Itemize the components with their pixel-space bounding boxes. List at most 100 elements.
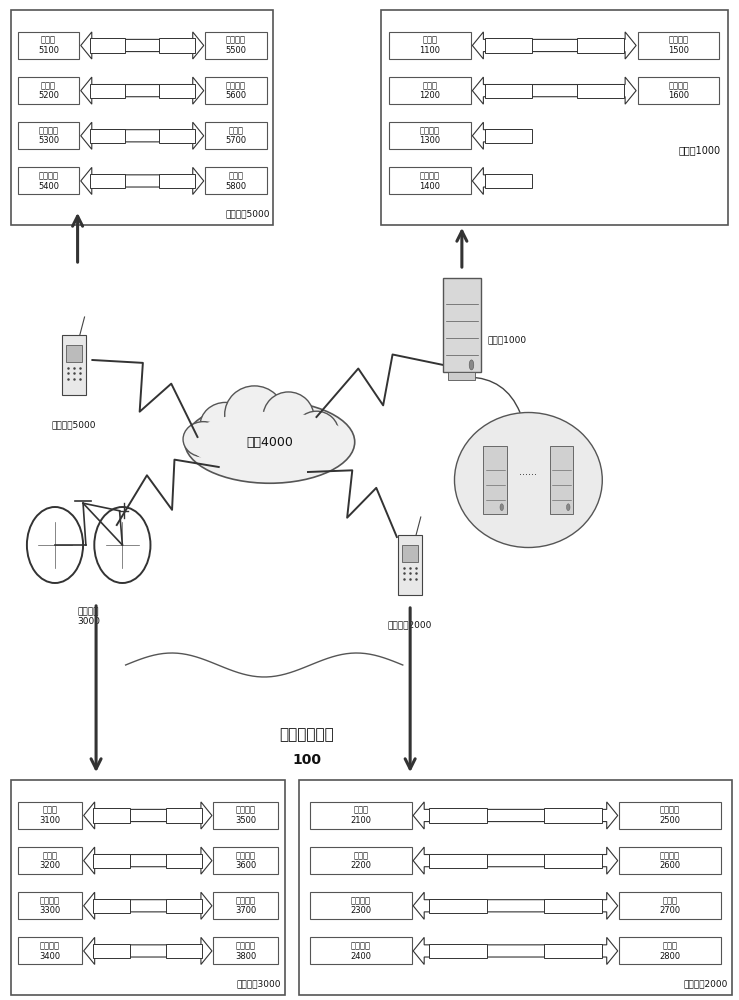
FancyBboxPatch shape bbox=[93, 808, 130, 823]
FancyBboxPatch shape bbox=[544, 944, 602, 958]
FancyBboxPatch shape bbox=[18, 77, 79, 104]
FancyBboxPatch shape bbox=[544, 808, 602, 823]
Text: 输出装置
3500: 输出装置 3500 bbox=[235, 806, 256, 825]
Text: 广播装置
3800: 广播装置 3800 bbox=[235, 941, 256, 961]
Text: 存储器
2200: 存储器 2200 bbox=[350, 851, 372, 870]
FancyBboxPatch shape bbox=[89, 129, 125, 143]
FancyBboxPatch shape bbox=[310, 892, 412, 919]
Ellipse shape bbox=[225, 386, 285, 443]
Text: 输入装置
2600: 输入装置 2600 bbox=[659, 851, 681, 870]
FancyBboxPatch shape bbox=[166, 808, 202, 823]
FancyBboxPatch shape bbox=[485, 38, 531, 53]
FancyBboxPatch shape bbox=[18, 167, 79, 194]
Ellipse shape bbox=[469, 360, 474, 370]
FancyBboxPatch shape bbox=[619, 802, 721, 829]
Ellipse shape bbox=[500, 504, 503, 511]
Text: 扬声器
5700: 扬声器 5700 bbox=[225, 126, 247, 145]
Text: 接口装置
5300: 接口装置 5300 bbox=[38, 126, 59, 145]
Text: 电助力车
3000: 电助力车 3000 bbox=[77, 607, 101, 626]
FancyBboxPatch shape bbox=[205, 32, 267, 59]
Ellipse shape bbox=[189, 412, 350, 472]
FancyBboxPatch shape bbox=[205, 77, 267, 104]
Polygon shape bbox=[413, 892, 618, 919]
FancyBboxPatch shape bbox=[214, 892, 278, 919]
Ellipse shape bbox=[185, 401, 355, 483]
FancyBboxPatch shape bbox=[89, 84, 125, 98]
FancyBboxPatch shape bbox=[485, 174, 531, 188]
FancyBboxPatch shape bbox=[89, 174, 125, 188]
FancyBboxPatch shape bbox=[544, 899, 602, 913]
Text: 处理器
3100: 处理器 3100 bbox=[39, 806, 61, 825]
Text: 电助力车3000: 电助力车3000 bbox=[236, 979, 281, 988]
FancyBboxPatch shape bbox=[18, 32, 79, 59]
FancyBboxPatch shape bbox=[389, 32, 471, 59]
Text: ......: ...... bbox=[520, 467, 537, 477]
FancyBboxPatch shape bbox=[205, 122, 267, 149]
Polygon shape bbox=[81, 122, 204, 149]
Text: 接口装置
3300: 接口装置 3300 bbox=[39, 896, 61, 915]
FancyBboxPatch shape bbox=[310, 847, 412, 874]
FancyBboxPatch shape bbox=[381, 10, 728, 225]
Text: 输入装置
5600: 输入装置 5600 bbox=[225, 81, 247, 100]
FancyBboxPatch shape bbox=[638, 77, 719, 104]
FancyBboxPatch shape bbox=[619, 937, 721, 964]
Polygon shape bbox=[81, 167, 204, 194]
Text: 通信装置
1400: 通信装置 1400 bbox=[420, 171, 440, 191]
FancyBboxPatch shape bbox=[160, 84, 194, 98]
Text: 服务器1000: 服务器1000 bbox=[488, 336, 527, 344]
FancyBboxPatch shape bbox=[449, 372, 475, 380]
Polygon shape bbox=[84, 847, 212, 874]
Text: 调度设备5000: 调度设备5000 bbox=[52, 420, 96, 429]
FancyBboxPatch shape bbox=[214, 802, 278, 829]
Text: 麦克风
5800: 麦克风 5800 bbox=[225, 171, 247, 191]
Ellipse shape bbox=[183, 422, 224, 457]
FancyBboxPatch shape bbox=[18, 847, 82, 874]
Text: 存储器
1200: 存储器 1200 bbox=[420, 81, 440, 100]
FancyBboxPatch shape bbox=[485, 84, 531, 98]
Text: 显示装置
5500: 显示装置 5500 bbox=[225, 36, 247, 55]
Polygon shape bbox=[472, 122, 522, 149]
FancyBboxPatch shape bbox=[429, 808, 487, 823]
FancyBboxPatch shape bbox=[485, 129, 531, 143]
Text: 存储器
5200: 存储器 5200 bbox=[38, 81, 59, 100]
FancyBboxPatch shape bbox=[429, 899, 487, 913]
FancyBboxPatch shape bbox=[160, 174, 194, 188]
Ellipse shape bbox=[567, 504, 570, 511]
FancyBboxPatch shape bbox=[310, 802, 412, 829]
FancyBboxPatch shape bbox=[93, 944, 130, 958]
FancyBboxPatch shape bbox=[62, 335, 86, 395]
FancyBboxPatch shape bbox=[205, 167, 267, 194]
FancyBboxPatch shape bbox=[577, 38, 624, 53]
FancyBboxPatch shape bbox=[389, 167, 471, 194]
FancyBboxPatch shape bbox=[443, 277, 481, 372]
FancyBboxPatch shape bbox=[389, 122, 471, 149]
Polygon shape bbox=[413, 847, 618, 874]
FancyBboxPatch shape bbox=[93, 854, 130, 868]
Ellipse shape bbox=[454, 412, 602, 548]
Text: 处理器
2100: 处理器 2100 bbox=[350, 806, 372, 825]
FancyBboxPatch shape bbox=[619, 892, 721, 919]
Text: 通信装置
5400: 通信装置 5400 bbox=[38, 171, 59, 191]
Polygon shape bbox=[413, 937, 618, 964]
FancyBboxPatch shape bbox=[166, 899, 202, 913]
Polygon shape bbox=[81, 32, 204, 59]
Text: 接口装置
1300: 接口装置 1300 bbox=[420, 126, 440, 145]
Polygon shape bbox=[413, 802, 618, 829]
FancyBboxPatch shape bbox=[299, 780, 732, 995]
Text: 终端设备2000: 终端设备2000 bbox=[388, 620, 432, 629]
FancyBboxPatch shape bbox=[429, 944, 487, 958]
Polygon shape bbox=[84, 892, 212, 919]
Text: 输入装置
1600: 输入装置 1600 bbox=[668, 81, 689, 100]
FancyBboxPatch shape bbox=[18, 937, 82, 964]
FancyBboxPatch shape bbox=[166, 854, 202, 868]
FancyBboxPatch shape bbox=[66, 345, 82, 362]
Polygon shape bbox=[472, 77, 636, 104]
FancyBboxPatch shape bbox=[398, 535, 422, 595]
Text: 网络4000: 网络4000 bbox=[246, 436, 293, 448]
FancyBboxPatch shape bbox=[18, 892, 82, 919]
Polygon shape bbox=[84, 802, 212, 829]
FancyBboxPatch shape bbox=[214, 847, 278, 874]
Polygon shape bbox=[81, 77, 204, 104]
Text: 终端设备2000: 终端设备2000 bbox=[684, 979, 728, 988]
FancyBboxPatch shape bbox=[160, 38, 194, 53]
